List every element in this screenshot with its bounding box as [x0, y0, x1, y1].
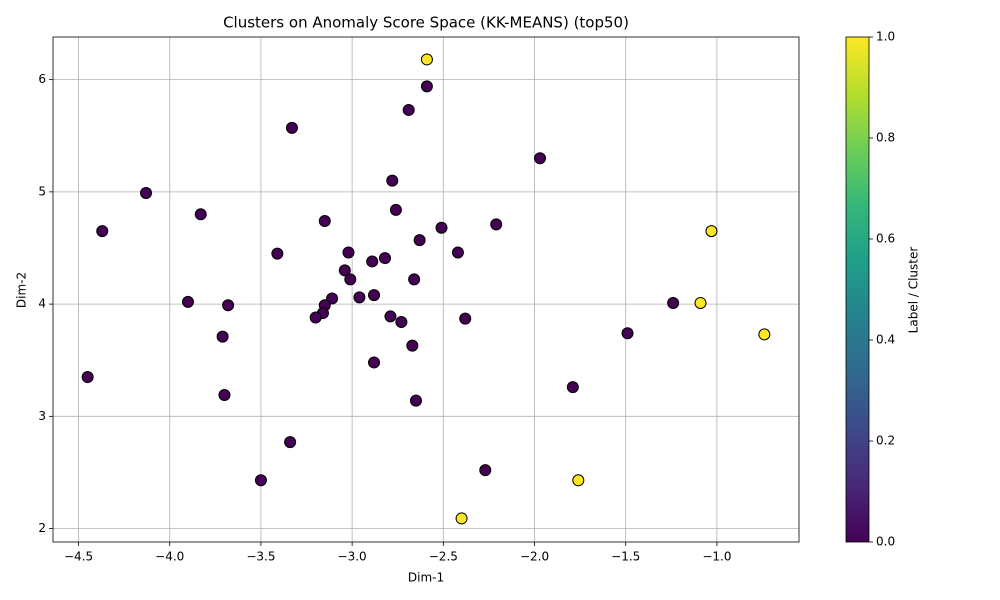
colorbar-tick-label: 0.6 — [876, 232, 895, 246]
colorbar-tick-label: 0.0 — [876, 535, 895, 549]
y-tick-label: 6 — [38, 72, 46, 86]
x-tick-label: −4.5 — [64, 550, 93, 564]
point — [285, 121, 298, 134]
y-tick-label: 5 — [38, 184, 46, 198]
point — [402, 103, 415, 116]
point — [406, 339, 419, 352]
point — [386, 174, 399, 187]
point — [435, 221, 448, 234]
x-tick-label: −2.5 — [429, 550, 458, 564]
point — [389, 203, 402, 216]
colorbar-tick-label: 0.8 — [876, 131, 895, 145]
point — [368, 289, 381, 302]
colorbar-label: Label / Cluster — [907, 247, 921, 334]
colorbar-tick-label: 0.2 — [876, 434, 895, 448]
x-tick-label: −3.0 — [338, 550, 367, 564]
point — [758, 328, 771, 341]
point — [96, 225, 109, 238]
point — [694, 296, 707, 309]
point — [254, 474, 267, 487]
point — [338, 264, 351, 277]
point — [490, 218, 503, 231]
point — [455, 512, 468, 525]
point — [366, 255, 379, 268]
point — [194, 208, 207, 221]
point — [384, 310, 397, 323]
point — [309, 311, 322, 324]
point — [705, 225, 718, 238]
colorbar — [845, 36, 870, 543]
point — [140, 186, 153, 199]
point — [572, 474, 585, 487]
colorbar-tick-label: 1.0 — [876, 30, 895, 44]
point — [342, 246, 355, 259]
point — [621, 327, 634, 340]
point — [451, 246, 464, 259]
x-tick-label: −1.5 — [611, 550, 640, 564]
chart-title: Clusters on Anomaly Score Space (KK-MEAN… — [223, 14, 629, 32]
point — [667, 296, 680, 309]
colorbar-tick-label: 0.4 — [876, 333, 895, 347]
x-tick-label: −1.0 — [702, 550, 731, 564]
point — [284, 436, 297, 449]
point — [181, 295, 194, 308]
point — [413, 234, 426, 247]
plot-frame — [52, 36, 800, 543]
point — [368, 356, 381, 369]
point — [420, 80, 433, 93]
x-tick-label: −3.5 — [246, 550, 275, 564]
point — [420, 53, 433, 66]
point — [459, 312, 472, 325]
point — [218, 388, 231, 401]
point — [408, 273, 421, 286]
point — [216, 330, 229, 343]
point — [353, 291, 366, 304]
y-tick-label: 3 — [38, 409, 46, 423]
y-axis-label: Dim-2 — [15, 272, 29, 308]
x-axis-label: Dim-1 — [408, 571, 444, 585]
x-tick-label: −4.0 — [155, 550, 184, 564]
point — [378, 252, 391, 265]
point — [222, 299, 235, 312]
x-tick-label: −2.0 — [520, 550, 549, 564]
point — [479, 464, 492, 477]
point — [81, 371, 94, 384]
y-tick-label: 2 — [38, 521, 46, 535]
y-tick-label: 4 — [38, 297, 46, 311]
point — [533, 152, 546, 165]
point — [271, 247, 284, 260]
point — [326, 292, 339, 305]
point — [395, 316, 408, 329]
point — [344, 273, 357, 286]
point — [409, 394, 422, 407]
point — [318, 215, 331, 228]
point — [566, 381, 579, 394]
